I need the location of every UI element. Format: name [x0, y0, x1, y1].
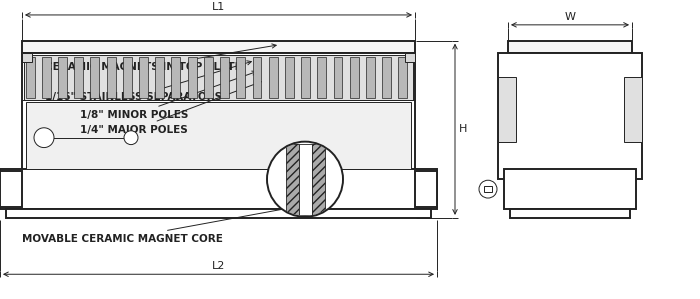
Bar: [298, 144, 312, 215]
Bar: [26, 102, 411, 169]
Bar: [0, 171, 22, 207]
Bar: [26, 57, 34, 98]
Bar: [172, 57, 181, 98]
Bar: [237, 57, 245, 98]
Bar: [301, 57, 310, 98]
Text: MOVABLE CERAMIC MAGNET CORE: MOVABLE CERAMIC MAGNET CORE: [22, 206, 291, 244]
Bar: [139, 57, 148, 98]
Bar: [415, 171, 437, 207]
Bar: [0, 169, 437, 209]
Bar: [204, 57, 213, 98]
Bar: [22, 53, 415, 179]
Bar: [90, 57, 99, 98]
Bar: [285, 57, 294, 98]
Circle shape: [34, 128, 54, 148]
Bar: [22, 53, 32, 62]
Text: 1/4" MAJOR POLES: 1/4" MAJOR POLES: [80, 81, 261, 135]
Bar: [22, 41, 415, 53]
Bar: [508, 41, 632, 53]
Bar: [74, 57, 83, 98]
Text: L2: L2: [212, 261, 225, 271]
Text: L1: L1: [212, 2, 225, 12]
Bar: [42, 57, 50, 98]
Bar: [317, 57, 326, 98]
Bar: [484, 186, 492, 192]
Bar: [350, 57, 358, 98]
Bar: [188, 57, 197, 98]
Bar: [220, 57, 229, 98]
Bar: [624, 77, 642, 142]
Text: W: W: [564, 12, 575, 22]
Bar: [6, 209, 431, 218]
Bar: [253, 57, 262, 98]
Bar: [106, 57, 116, 98]
Text: H: H: [459, 124, 468, 134]
Bar: [334, 57, 342, 98]
Bar: [498, 53, 642, 179]
Bar: [155, 57, 164, 98]
Bar: [286, 144, 298, 215]
Text: 1/8" MINOR POLES: 1/8" MINOR POLES: [80, 71, 256, 120]
Bar: [405, 53, 415, 62]
Text: CERAMIC MAGNETS IN TOP PLATE: CERAMIC MAGNETS IN TOP PLATE: [45, 44, 276, 72]
Bar: [58, 57, 67, 98]
Bar: [312, 144, 325, 215]
Bar: [269, 57, 278, 98]
Circle shape: [124, 131, 138, 145]
Bar: [366, 57, 375, 98]
Circle shape: [267, 142, 343, 217]
Bar: [382, 57, 391, 98]
Bar: [398, 57, 407, 98]
Bar: [498, 77, 516, 142]
Bar: [123, 57, 132, 98]
Bar: [504, 169, 636, 209]
Bar: [24, 54, 413, 100]
Text: 1/16" STAINLESS SEPARATORS: 1/16" STAINLESS SEPARATORS: [45, 61, 251, 102]
Bar: [510, 209, 630, 218]
Circle shape: [479, 180, 497, 198]
